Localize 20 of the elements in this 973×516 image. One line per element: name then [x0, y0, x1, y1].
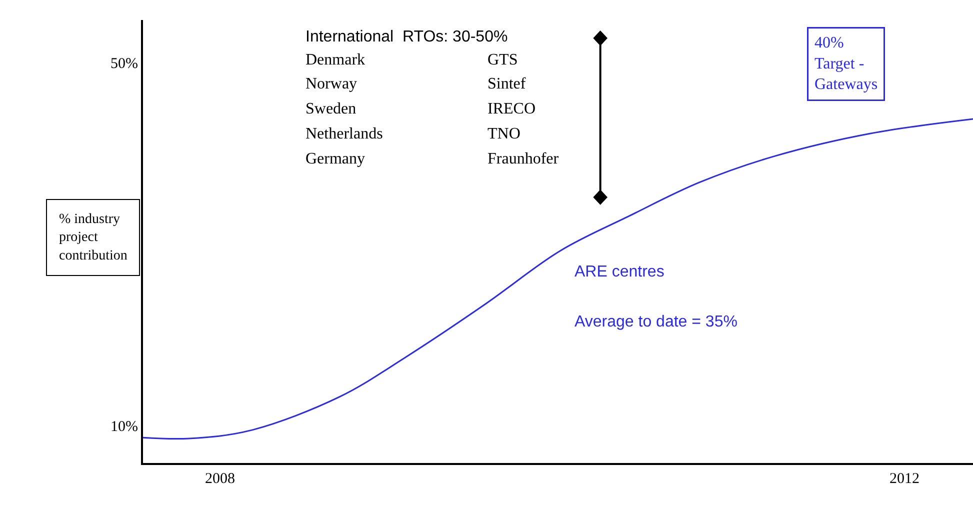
- x-tick-label: 2008: [205, 471, 236, 487]
- annotation: 40% Target - Gateways: [814, 34, 878, 94]
- annotation: TNO: [488, 126, 520, 142]
- annotation: Sweden: [306, 100, 356, 118]
- y-axis-title: % industry project contribution: [59, 212, 128, 264]
- annotation: IRECO: [488, 100, 536, 118]
- annotation: Netherlands: [306, 126, 383, 142]
- y-tick-label: 50%: [110, 56, 138, 72]
- annotation: International RTOs: 30-50%: [306, 28, 508, 46]
- annotation: Denmark: [306, 52, 366, 68]
- annotation: Germany: [306, 150, 366, 168]
- x-tick-label: 2012: [890, 471, 920, 487]
- annotation: Average to date = 35%: [574, 314, 738, 330]
- annotation: Sintef: [488, 76, 526, 92]
- y-tick-label: 10%: [110, 419, 138, 436]
- line-series: [143, 118, 973, 440]
- annotation: Fraunhofer: [488, 150, 560, 168]
- annotation: GTS: [488, 52, 518, 68]
- annotation: ARE centres: [574, 264, 664, 280]
- annotation: Norway: [306, 76, 358, 92]
